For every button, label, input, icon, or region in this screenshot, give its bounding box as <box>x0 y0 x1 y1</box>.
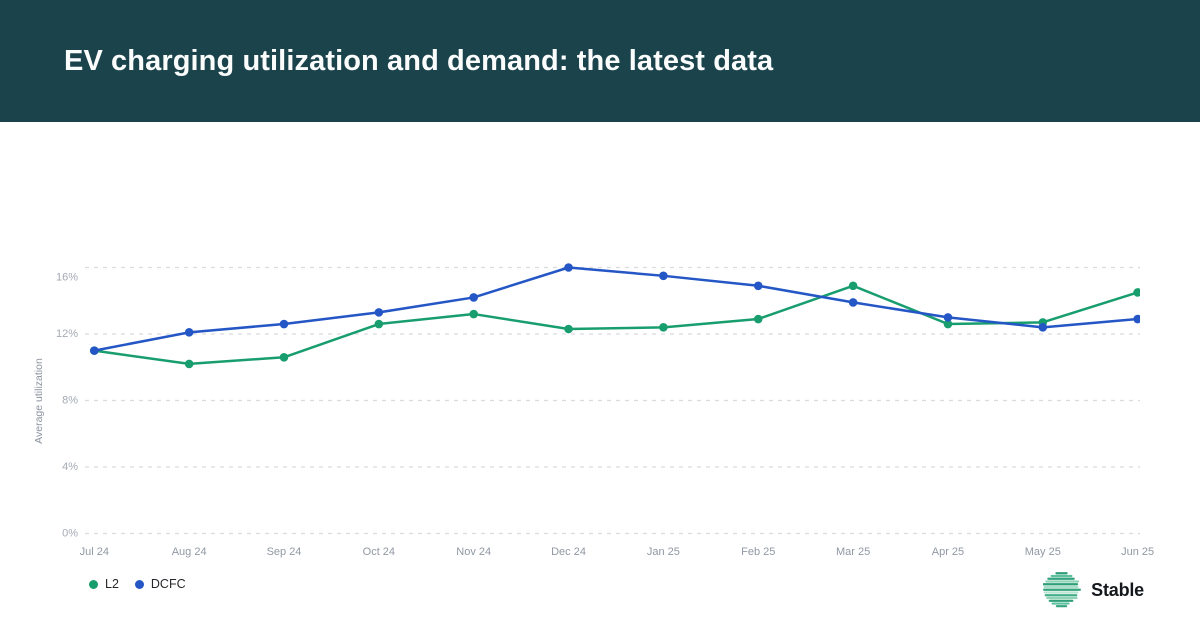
y-axis-title: Average utilization <box>33 358 45 444</box>
data-point-l2-oct-24[interactable] <box>374 319 384 329</box>
data-point-l2-feb-25[interactable] <box>753 314 763 324</box>
data-point-l2-nov-24[interactable] <box>469 309 479 319</box>
x-tick-label: Feb 25 <box>741 546 775 558</box>
y-tick-label: 8% <box>62 395 78 407</box>
y-tick-label: 12% <box>56 328 78 340</box>
data-point-dcfc-sep-24[interactable] <box>279 319 289 329</box>
x-tick-label: Jul 24 <box>80 546 109 558</box>
data-point-dcfc-may-25[interactable] <box>1038 323 1048 332</box>
series-line-dcfc <box>93 266 1139 352</box>
data-point-l2-jan-25[interactable] <box>659 323 668 332</box>
x-tick-label: Aug 24 <box>172 546 207 558</box>
legend-label-l2: L2 <box>105 577 119 591</box>
data-point-dcfc-dec-24[interactable] <box>564 263 573 272</box>
x-tick-label: Nov 24 <box>456 546 491 558</box>
x-tick-label: Apr 25 <box>932 546 964 558</box>
data-point-dcfc-jan-25[interactable] <box>659 271 668 281</box>
chart-legend: L2 DCFC <box>89 577 186 591</box>
data-point-dcfc-nov-24[interactable] <box>469 293 479 302</box>
l2-series-swatch <box>89 579 98 589</box>
data-point-dcfc-feb-25[interactable] <box>753 281 763 291</box>
page-title: EV charging utilization and demand: the … <box>64 44 774 77</box>
data-point-dcfc-oct-24[interactable] <box>374 308 384 317</box>
x-tick-label: Mar 25 <box>836 546 870 558</box>
x-tick-label: Jan 25 <box>647 546 680 558</box>
data-point-l2-aug-24[interactable] <box>184 359 194 369</box>
data-point-l2-jun-25[interactable] <box>1133 288 1142 297</box>
x-tick-label: Dec 24 <box>551 546 586 558</box>
data-point-dcfc-aug-24[interactable] <box>184 328 194 337</box>
y-tick-label: 0% <box>62 528 78 540</box>
data-point-dcfc-jul-24[interactable] <box>90 346 99 355</box>
data-point-l2-dec-24[interactable] <box>564 324 573 334</box>
x-tick-label: May 25 <box>1025 546 1061 558</box>
x-tick-label: Jun 25 <box>1121 546 1154 558</box>
data-point-l2-sep-24[interactable] <box>279 352 289 362</box>
y-tick-label: 16% <box>56 272 78 284</box>
header: EV charging utilization and demand: the … <box>0 0 1200 122</box>
y-tick-label: 4% <box>62 461 78 473</box>
legend-label-dcfc: DCFC <box>150 577 186 591</box>
brand-name: Stable <box>1091 579 1144 600</box>
data-point-l2-apr-25[interactable] <box>943 319 953 329</box>
stable-globe-icon <box>1043 572 1082 608</box>
data-point-dcfc-jun-25[interactable] <box>1133 314 1142 324</box>
legend-item-l2[interactable]: L2 <box>89 577 119 591</box>
dcfc-series-swatch <box>134 579 144 589</box>
data-point-dcfc-mar-25[interactable] <box>848 298 858 307</box>
legend-item-dcfc[interactable]: DCFC <box>134 577 186 591</box>
series-line-l2 <box>93 284 1139 366</box>
x-tick-label: Sep 24 <box>267 546 302 558</box>
x-tick-label: Oct 24 <box>363 546 395 558</box>
data-point-l2-mar-25[interactable] <box>848 281 858 291</box>
brand-logo: Stable <box>1043 571 1144 609</box>
data-point-dcfc-apr-25[interactable] <box>943 313 953 322</box>
